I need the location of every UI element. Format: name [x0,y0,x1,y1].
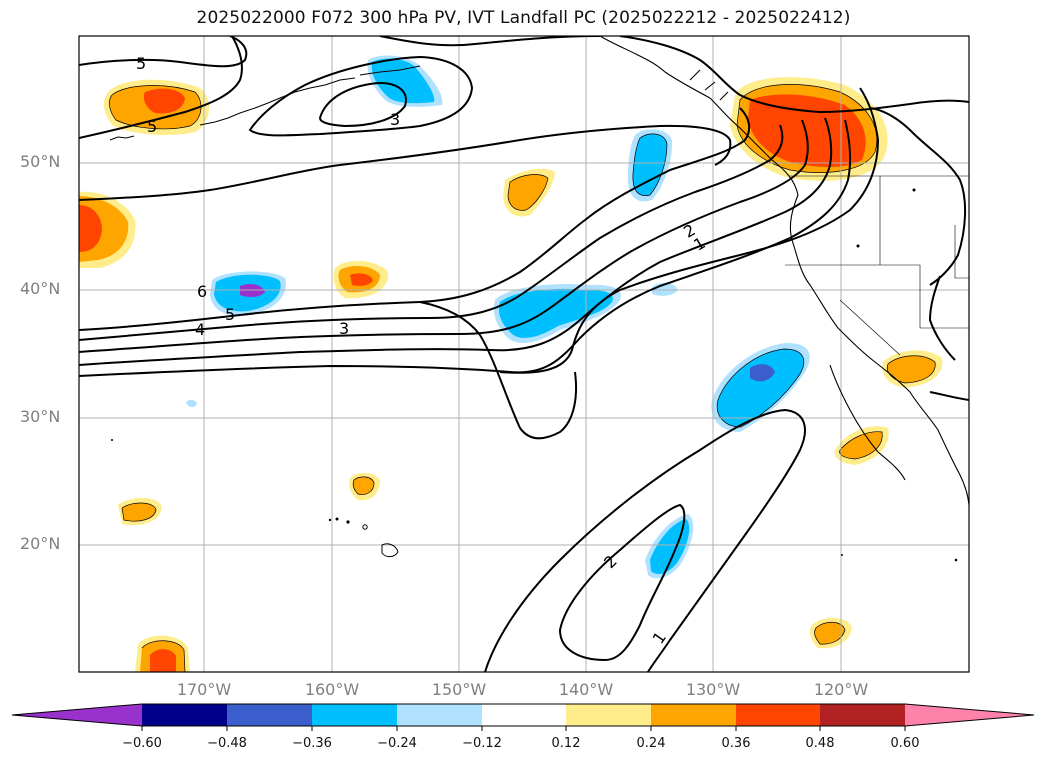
contour-label: 5 [147,117,157,136]
colorbar-tick-label: −0.60 [122,736,162,751]
contour-label: 5 [225,305,235,324]
colorbar-cell-8 [736,704,820,726]
aleutians [109,65,421,141]
map-frame [78,35,970,673]
lat-label: 50°N [20,152,61,171]
colorbar-tick-label: 0.12 [551,736,581,751]
pv-contour-jet-3 [79,124,784,341]
hawaii-island [381,543,399,558]
colorbar-tick-label: −0.36 [292,736,332,751]
pv-contour-trough [499,87,880,374]
colorbar-tick-label: −0.48 [207,736,247,751]
colorbar-tick-label: 0.48 [805,736,835,751]
map-plot-area: 5 5 3 6 5 4 3 2 1 2 1 [79,36,969,672]
lon-label: 120°W [813,680,869,699]
colorbar-tick-label: 0.36 [721,736,751,751]
lon-label: 170°W [176,680,232,699]
colorbar-cell-9 [820,704,905,726]
lon-label: 130°W [685,680,741,699]
pv-contour-jet-4 [79,107,751,331]
coastlines [599,36,969,506]
colorbar-tick-label: 0.24 [636,736,666,751]
figure-title: 2025022000 F072 300 hPa PV, IVT Landfall… [196,8,851,28]
lon-label: 150°W [431,680,487,699]
colorbar-cell-6 [566,704,651,726]
colorbar-cell-1 [142,704,227,726]
contour-label: 5 [136,54,146,73]
colorbar-cell-3 [312,704,397,726]
gridlines [79,36,969,672]
colorbar-tick-label: −0.12 [462,736,502,751]
colorbar-cell-5 [482,704,566,726]
colorbar-cell-2 [227,704,312,726]
lat-label: 20°N [20,534,61,553]
contour-label: 3 [390,110,400,129]
colorbar-cell-10 [905,704,1034,726]
islands [111,188,958,562]
state-borders [785,175,969,356]
lat-label: 40°N [20,279,61,298]
colorbar-cell-0 [12,704,142,726]
lat-label: 30°N [20,407,61,426]
colorbar-cell-7 [651,704,736,726]
colorbar [11,703,1035,731]
contour-label: 6 [197,282,207,301]
contour-label: 4 [195,320,205,339]
pv-contour-south-loop [558,503,686,662]
lon-label: 160°W [304,680,360,699]
colorbar-tick-label: 0.60 [890,736,920,751]
contour-label: 3 [339,319,349,338]
colorbar-tick-label: −0.24 [377,736,417,751]
pv-contour-northwest [79,36,248,68]
lon-label: 140°W [558,680,614,699]
pv-contours [79,36,969,672]
colorbar-cell-4 [397,704,482,726]
coastline-north-america [599,36,969,506]
